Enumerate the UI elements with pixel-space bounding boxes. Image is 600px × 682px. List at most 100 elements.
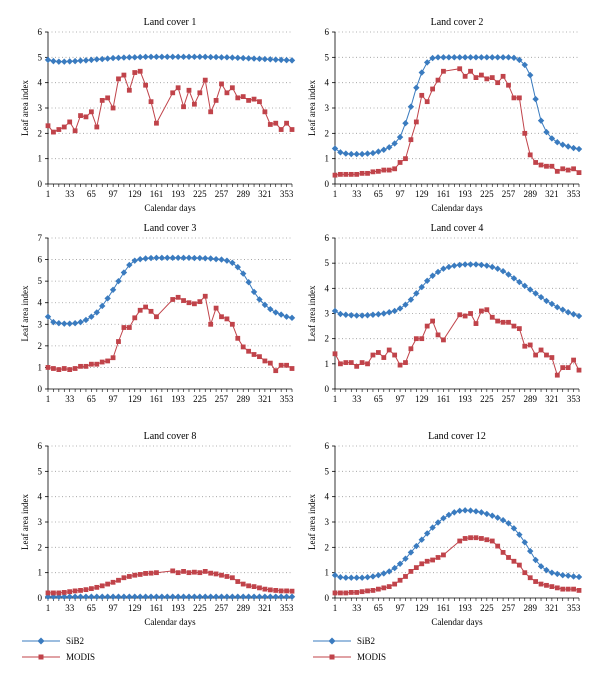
- data-point-sib2: [564, 309, 572, 316]
- data-point-sib2: [147, 53, 155, 61]
- x-tick-label: 1: [46, 394, 51, 404]
- data-point-sib2: [489, 54, 496, 61]
- data-point-modis: [424, 323, 430, 329]
- y-axis-label: Leaf area index: [20, 80, 30, 136]
- data-point-sib2: [147, 593, 155, 600]
- data-point-modis: [126, 325, 132, 330]
- x-tick-label: 257: [502, 394, 516, 404]
- data-point-modis: [289, 588, 295, 594]
- data-point-sib2: [369, 311, 377, 318]
- data-point-modis: [56, 590, 62, 596]
- chart-title: Land cover 2: [431, 17, 484, 28]
- data-point-sib2: [44, 56, 52, 64]
- legend-sib2-label: SiB2: [357, 636, 375, 646]
- x-tick-label: 321: [545, 603, 559, 613]
- data-point-modis: [549, 355, 555, 360]
- data-point-sib2: [570, 311, 577, 318]
- data-point-modis: [67, 367, 73, 372]
- data-point-modis: [343, 360, 349, 365]
- data-point-sib2: [82, 593, 90, 600]
- data-point-sib2: [267, 56, 274, 63]
- data-point-modis: [267, 587, 273, 593]
- data-point-modis: [170, 297, 176, 302]
- data-point-modis: [224, 316, 230, 322]
- data-point-modis: [544, 582, 549, 588]
- data-point-sib2: [277, 56, 285, 64]
- y-tick-label: 4: [38, 78, 43, 88]
- y-tick-label: 0: [38, 593, 43, 603]
- x-tick-label: 129: [128, 603, 142, 613]
- data-point-modis: [116, 339, 121, 344]
- data-point-sib2: [234, 593, 241, 600]
- x-tick-label: 33: [352, 394, 362, 404]
- data-point-sib2: [413, 542, 420, 550]
- x-tick-label: 1: [333, 394, 338, 404]
- x-tick-label: 353: [567, 394, 581, 404]
- data-point-modis: [132, 70, 138, 75]
- data-point-modis: [126, 87, 132, 93]
- data-point-sib2: [456, 54, 463, 61]
- legend-sib2-marker: [37, 637, 45, 645]
- data-point-modis: [511, 95, 517, 101]
- data-point-sib2: [440, 265, 447, 272]
- x-tick-label: 289: [236, 603, 250, 613]
- data-point-sib2: [93, 309, 100, 316]
- data-point-sib2: [456, 261, 463, 269]
- x-tick-label: 97: [109, 189, 119, 199]
- data-point-modis: [565, 365, 571, 371]
- data-point-sib2: [202, 593, 209, 600]
- data-point-modis: [511, 558, 517, 564]
- data-point-sib2: [461, 261, 469, 268]
- data-point-sib2: [375, 148, 382, 155]
- data-point-sib2: [337, 310, 344, 318]
- data-point-modis: [208, 321, 214, 327]
- data-point-sib2: [164, 593, 171, 600]
- data-point-modis: [397, 577, 403, 583]
- data-point-modis: [121, 325, 127, 330]
- data-point-sib2: [261, 301, 269, 309]
- data-point-modis: [224, 574, 230, 579]
- x-tick-label: 1: [333, 603, 338, 613]
- data-point-modis: [533, 160, 539, 165]
- data-point-modis: [348, 360, 354, 365]
- legend-right: SiB2 MODIS: [313, 636, 386, 662]
- data-point-sib2: [218, 256, 225, 263]
- data-point-modis: [246, 583, 252, 589]
- data-point-modis: [72, 128, 78, 134]
- y-axis-label: Leaf area index: [307, 494, 317, 550]
- data-point-modis: [370, 352, 376, 358]
- x-tick-label: 193: [458, 603, 472, 613]
- x-tick-label: 33: [352, 603, 362, 613]
- data-point-sib2: [250, 288, 258, 296]
- data-point-modis: [51, 366, 56, 371]
- data-point-modis: [343, 590, 349, 596]
- data-point-sib2: [191, 593, 198, 600]
- data-point-sib2: [207, 255, 214, 262]
- data-point-sib2: [277, 311, 285, 318]
- data-point-sib2: [445, 54, 453, 61]
- data-point-modis: [489, 314, 495, 320]
- data-point-modis: [392, 581, 398, 587]
- x-axis-label: Calendar days: [144, 617, 196, 627]
- data-point-modis: [105, 358, 111, 364]
- data-point-modis: [45, 365, 51, 370]
- data-point-sib2: [548, 135, 556, 142]
- data-point-sib2: [429, 524, 436, 531]
- data-point-sib2: [478, 54, 485, 61]
- data-point-sib2: [483, 54, 491, 61]
- data-point-sib2: [353, 574, 360, 581]
- data-point-sib2: [391, 564, 398, 572]
- data-point-sib2: [331, 307, 339, 315]
- data-point-sib2: [472, 508, 480, 515]
- y-tick-label: 5: [38, 52, 43, 62]
- data-point-modis: [72, 366, 78, 371]
- data-point-modis: [246, 98, 252, 103]
- data-point-modis: [338, 361, 343, 367]
- x-tick-label: 97: [396, 394, 406, 404]
- x-tick-label: 321: [545, 394, 559, 404]
- data-point-modis: [289, 127, 295, 132]
- data-point-modis: [435, 332, 441, 338]
- data-point-modis: [213, 305, 219, 311]
- data-point-modis: [403, 156, 408, 162]
